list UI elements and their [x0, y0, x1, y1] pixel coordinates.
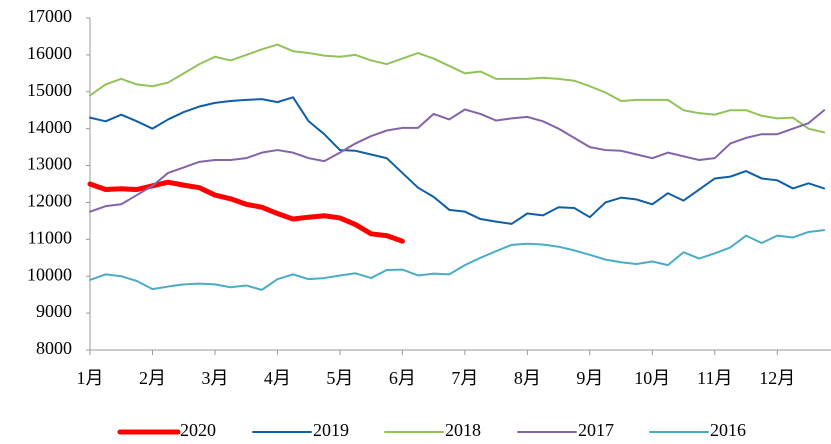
series-line	[89, 96, 826, 225]
y-tick-label: 9000	[36, 301, 72, 321]
y-tick-label: 11000	[28, 227, 72, 247]
legend-label: 2016	[710, 420, 746, 440]
series-line	[89, 108, 826, 213]
y-tick-label: 14000	[27, 117, 72, 137]
series-line	[89, 43, 826, 134]
x-tick-label: 9月	[576, 368, 603, 388]
y-tick-label: 15000	[27, 80, 72, 100]
x-tick-label: 12月	[759, 368, 795, 388]
y-tick-label: 17000	[27, 6, 72, 26]
x-tick-label: 11月	[697, 368, 732, 388]
x-tick-label: 7月	[451, 368, 478, 388]
x-tick-label: 6月	[389, 368, 416, 388]
legend-label: 2019	[313, 420, 349, 440]
x-tick-label: 2月	[139, 368, 166, 388]
x-tick-label: 4月	[264, 368, 291, 388]
y-tick-label: 8000	[36, 338, 72, 358]
x-tick-label: 8月	[514, 368, 541, 388]
x-tick-label: 3月	[201, 368, 228, 388]
x-tick-label: 1月	[77, 368, 104, 388]
series-line	[89, 229, 826, 291]
legend-label: 2020	[180, 420, 216, 440]
legend-label: 2017	[578, 420, 614, 440]
legend-label: 2018	[445, 420, 481, 440]
y-tick-label: 16000	[27, 43, 72, 63]
y-tick-label: 10000	[27, 264, 72, 284]
x-tick-label: 10月	[634, 368, 670, 388]
x-tick-label: 5月	[326, 368, 353, 388]
y-tick-label: 12000	[27, 191, 72, 211]
series-line	[87, 179, 405, 244]
y-tick-label: 13000	[27, 154, 72, 174]
